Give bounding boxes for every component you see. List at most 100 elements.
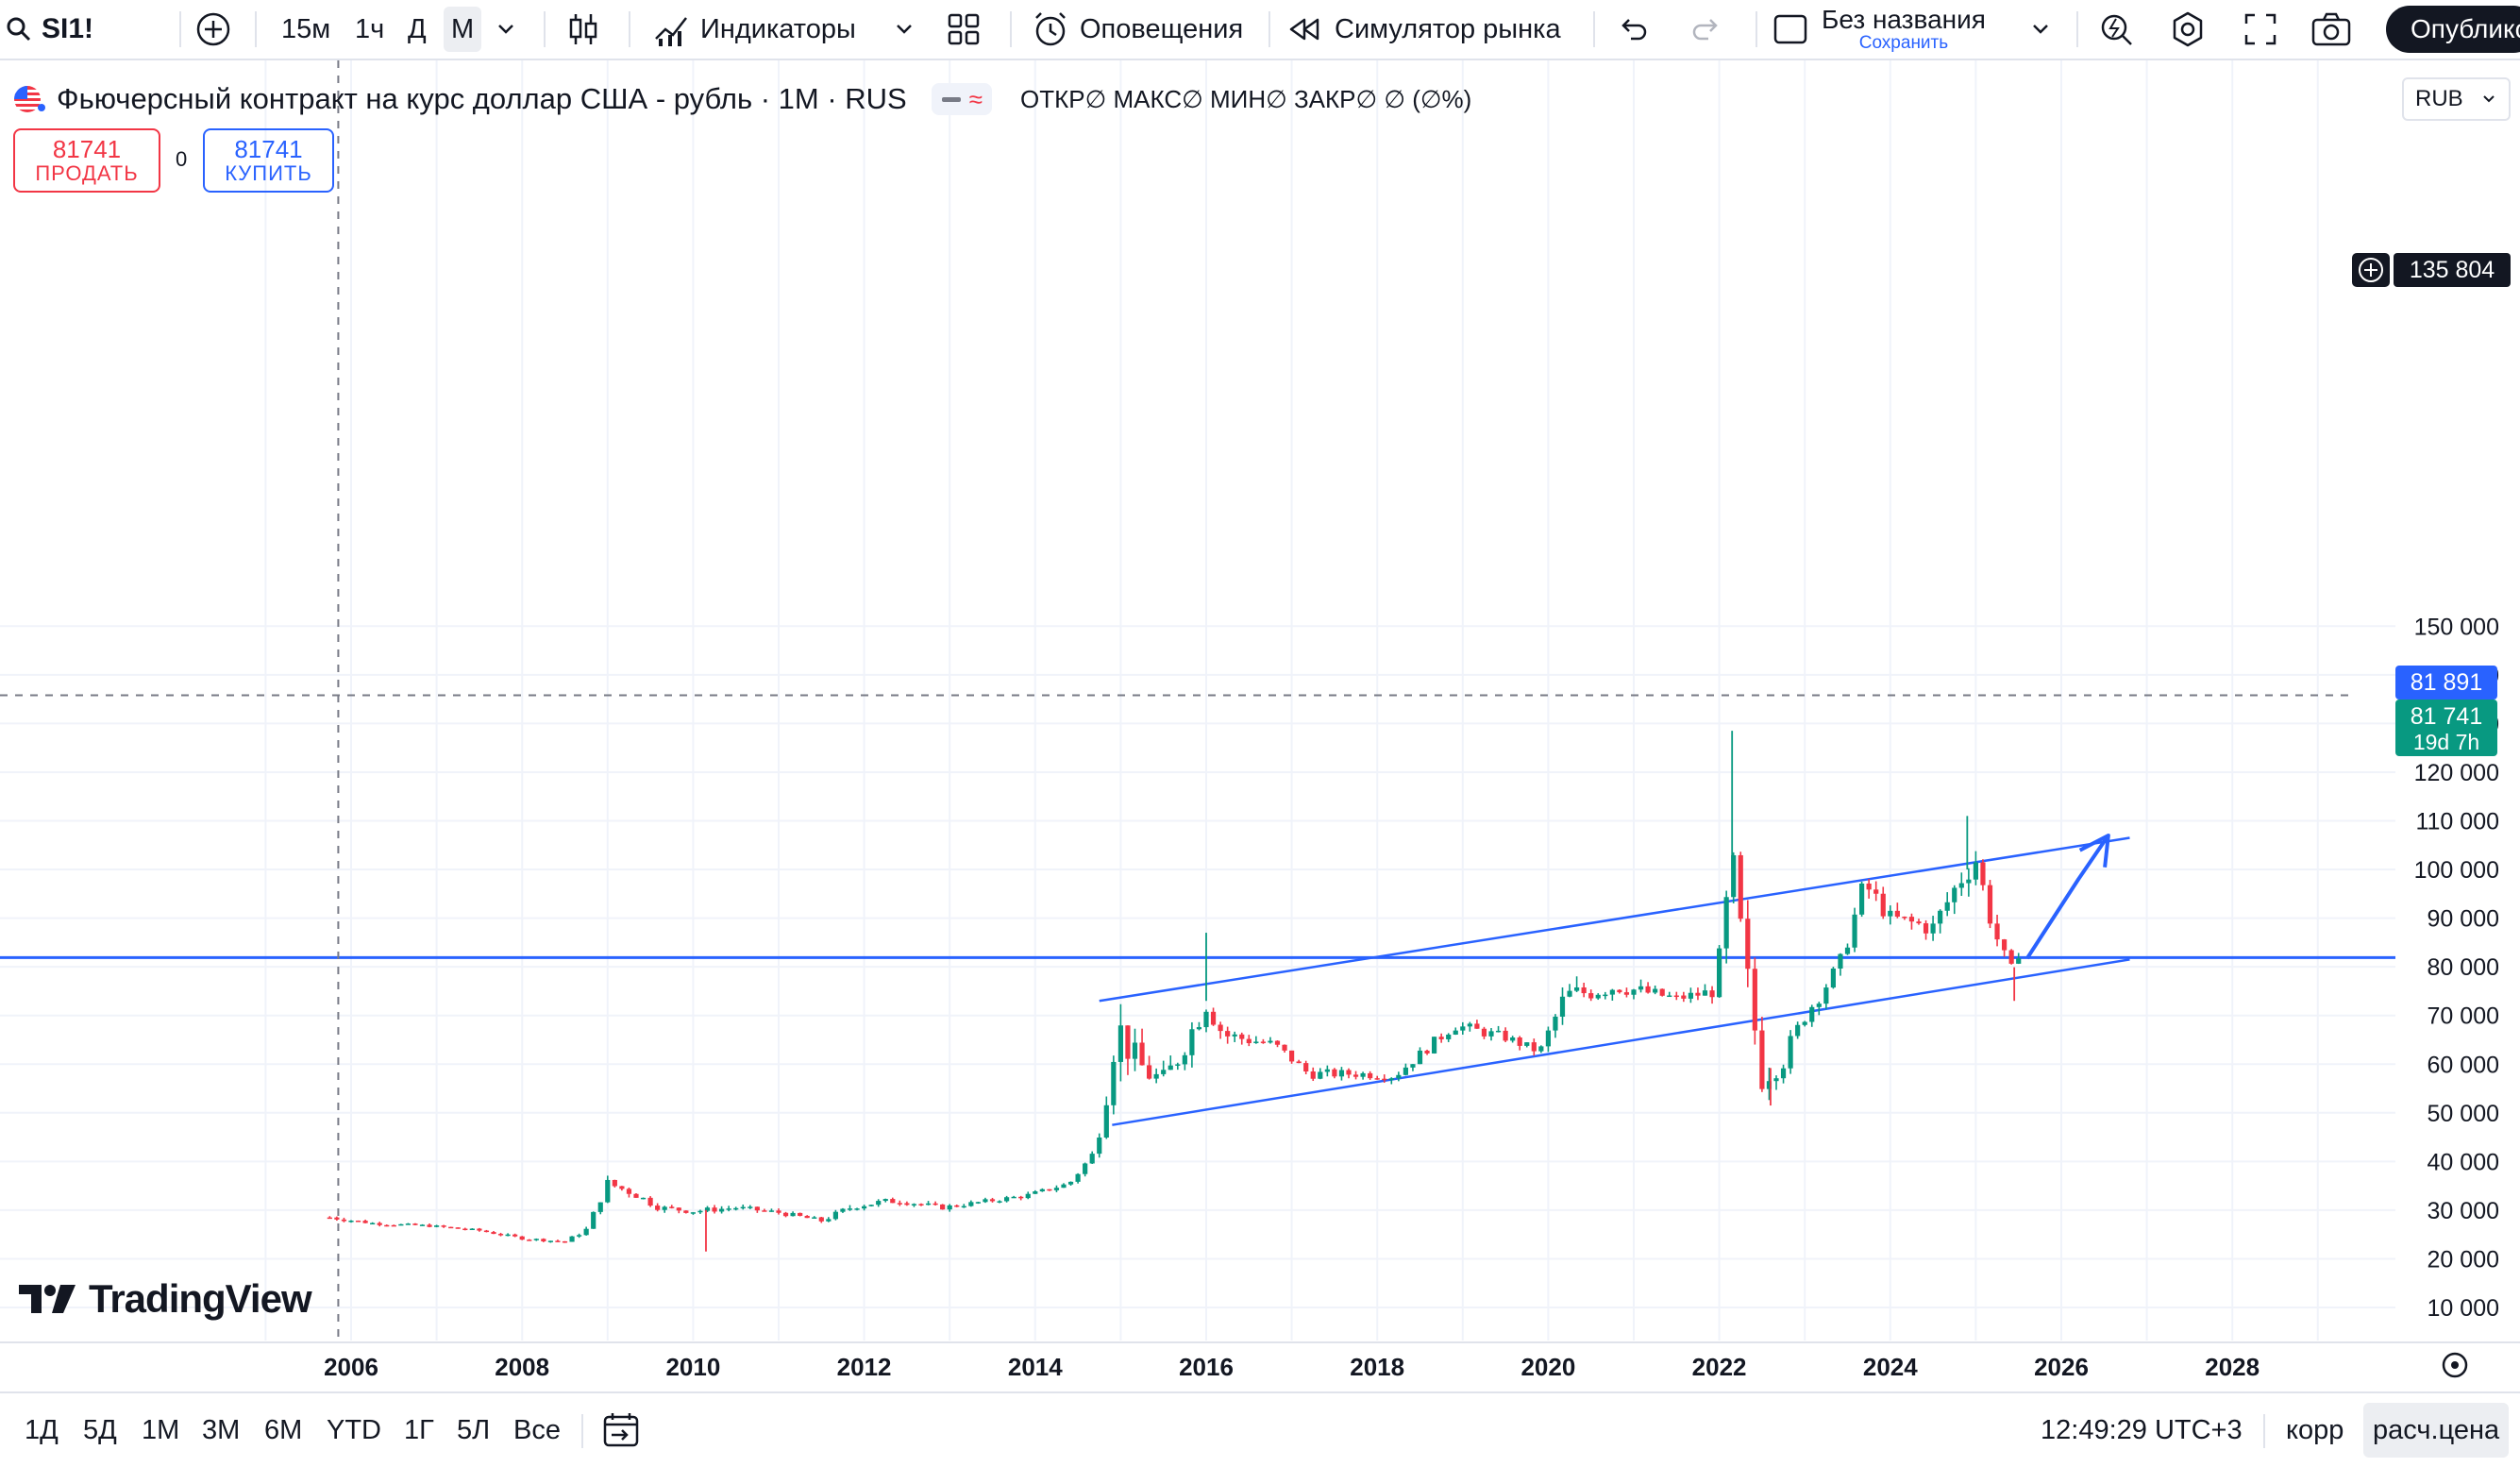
goto-date-button[interactable]: [602, 1393, 642, 1467]
chart-settings-button[interactable]: [2442, 1352, 2468, 1378]
candle-body: [1852, 914, 1857, 948]
candle-body: [1631, 989, 1637, 995]
range-6m[interactable]: 6М: [264, 1393, 302, 1467]
timeframe-dropdown[interactable]: [493, 0, 519, 59]
last-price-label: 81 741 19d 7h: [2395, 700, 2497, 756]
time-tick-label: 2014: [1008, 1353, 1063, 1381]
candle-body: [1802, 1021, 1807, 1025]
range-ytd[interactable]: YTD: [327, 1393, 381, 1467]
candle-body: [1681, 995, 1687, 999]
candle-body: [1117, 1025, 1123, 1062]
candle-body: [876, 1201, 882, 1206]
tradingview-logo[interactable]: TradingView: [19, 1276, 312, 1322]
sell-button[interactable]: 81741 ПРОДАТЬ: [13, 128, 160, 193]
redo-icon: [1692, 19, 1718, 41]
chart-type-button[interactable]: [564, 0, 602, 59]
indicators-button[interactable]: Индикаторы: [653, 0, 856, 59]
legend-status-pill[interactable]: ≈: [931, 83, 992, 115]
range-5d[interactable]: 5Д: [83, 1393, 117, 1467]
layout-dropdown[interactable]: [2027, 0, 2054, 59]
undo-icon: [1621, 19, 1647, 41]
candle-body: [1795, 1024, 1801, 1037]
timeframe-1h[interactable]: 1ч: [347, 7, 392, 52]
redo-button[interactable]: [1689, 0, 1723, 59]
candle-body: [505, 1234, 511, 1237]
range-label: 1Д: [25, 1414, 59, 1445]
adjust-button[interactable]: корр: [2286, 1393, 2344, 1467]
layout-checkbox[interactable]: [1772, 0, 1808, 59]
range-1m[interactable]: 1М: [142, 1393, 179, 1467]
timeframe-month[interactable]: М: [444, 7, 482, 52]
range-1y[interactable]: 1Г: [404, 1393, 434, 1467]
rewind-icon: [1289, 18, 1319, 41]
forecast-arrow[interactable]: [2025, 834, 2110, 960]
range-1d[interactable]: 1Д: [25, 1393, 59, 1467]
symbol-label: SI1!: [42, 13, 94, 44]
candle-body: [662, 1206, 667, 1210]
price-chart[interactable]: 10 000 20 000 30 000 40 000 50 000 60 000 70 0…: [0, 60, 2520, 1391]
countdown-text: 19d 7h: [2413, 730, 2479, 754]
currency-select[interactable]: RUB: [2402, 77, 2511, 121]
fullscreen-button[interactable]: [2243, 0, 2278, 59]
undo-button[interactable]: [1616, 0, 1650, 59]
quick-search-button[interactable]: [2097, 0, 2135, 59]
buy-button[interactable]: 81741 КУПИТЬ: [203, 128, 334, 193]
time-tick-label: 2016: [1179, 1353, 1234, 1381]
candle-body: [925, 1203, 932, 1206]
symbol-search-button[interactable]: SI1!: [6, 0, 93, 59]
camera-icon: [2311, 12, 2351, 46]
timeframe-day[interactable]: Д: [400, 7, 434, 52]
settings-button[interactable]: [2169, 0, 2207, 59]
channel-upper-line[interactable]: [1099, 836, 2130, 1003]
candles: [327, 731, 2022, 1252]
replay-button[interactable]: Симулятор рынка: [1287, 0, 1561, 59]
channel-lines[interactable]: [0, 833, 2395, 1126]
lightning-search-icon: [2101, 14, 2132, 45]
chart-legend[interactable]: Фьючерсный контракт на курс доллар США -…: [13, 77, 1471, 121]
candle-body: [762, 1210, 767, 1212]
candle-body: [1332, 1069, 1337, 1077]
snapshot-button[interactable]: [2310, 0, 2352, 59]
channel-lower-line[interactable]: [1112, 958, 2130, 1126]
timezone-button[interactable]: 12:49:29 UTC+3: [2041, 1393, 2243, 1467]
candle-body: [1453, 1030, 1458, 1035]
compare-symbol-button[interactable]: [194, 0, 232, 59]
layouts-button[interactable]: [946, 0, 982, 59]
candle-body: [398, 1223, 404, 1226]
forecast-arrow-head[interactable]: [2078, 833, 2110, 868]
candle-body: [890, 1199, 896, 1204]
candle-body: [1717, 948, 1722, 998]
candle-body: [776, 1210, 781, 1213]
candle-body: [1973, 862, 1978, 880]
indicators-dropdown[interactable]: [891, 0, 917, 59]
calendar-arrow-icon: [603, 1413, 639, 1447]
candle-body: [1745, 919, 1751, 970]
range-all[interactable]: Все: [513, 1393, 561, 1467]
candle-body: [1759, 1030, 1765, 1089]
candle-body: [569, 1236, 575, 1242]
add-circle-icon: [196, 12, 230, 46]
price-tick-label: 70 000: [2428, 1003, 2499, 1030]
layout-name-button[interactable]: Без названия Сохранить: [1822, 0, 1986, 59]
timeframe-label: М: [451, 13, 475, 44]
candle-body: [754, 1206, 760, 1211]
time-axis[interactable]: 2006 2008 2010 2012 2014 2016 2018 2020 2022 2024…: [324, 1353, 2260, 1381]
candle-body: [1980, 862, 1986, 885]
range-3m[interactable]: 3М: [202, 1393, 240, 1467]
candle-body: [1067, 1181, 1074, 1185]
candle-body: [712, 1207, 717, 1212]
candle-body: [768, 1210, 775, 1212]
candle-body: [1559, 996, 1566, 1017]
candle-body: [1210, 1011, 1217, 1025]
settlement-price-button[interactable]: расч.цена: [2363, 1403, 2510, 1458]
candle-body: [455, 1227, 461, 1229]
alerts-button[interactable]: Оповещения: [1031, 0, 1243, 59]
crosshair-price-label: 135 804: [2352, 253, 2511, 287]
timeframe-15m[interactable]: 15м: [274, 7, 338, 52]
candle-body: [1004, 1197, 1010, 1202]
candle-body: [940, 1204, 946, 1210]
publish-button[interactable]: Опублико: [2386, 6, 2520, 53]
range-5y[interactable]: 5Л: [457, 1393, 490, 1467]
candle-body: [519, 1236, 525, 1240]
candle-body: [1617, 989, 1622, 993]
